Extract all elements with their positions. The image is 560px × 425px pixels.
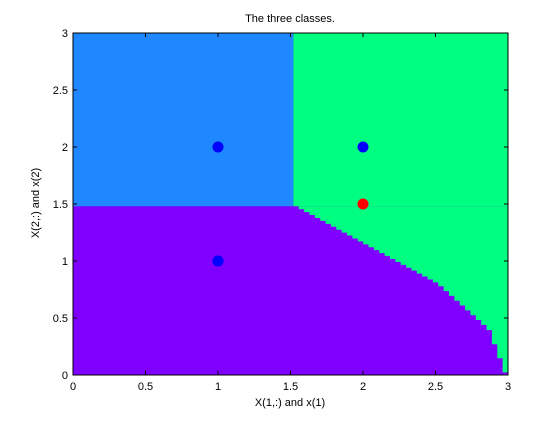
x-tick-label: 1.5	[283, 381, 298, 393]
y-axis-label: X(2,:) and x(2)	[30, 168, 42, 238]
chart-title: The three classes.	[245, 13, 335, 25]
data-point-1-0	[357, 198, 369, 210]
y-tick-label: 0	[62, 370, 68, 382]
plot-area	[72, 32, 509, 376]
y-tick-label: 2.5	[53, 85, 68, 97]
x-tick-label: 3	[505, 381, 511, 393]
x-tick-label: 2.5	[428, 381, 443, 393]
region-upper-right	[293, 33, 508, 207]
x-tick-label: 0.5	[138, 381, 153, 393]
data-point-0-2	[212, 255, 224, 267]
data-points	[212, 141, 369, 267]
x-tick-label: 2	[360, 381, 366, 393]
x-axis-label: X(1,:) and x(1)	[255, 397, 325, 409]
tick-labels: 0 0.5 1 1.5 2 2.5 3 0 0.5 1 1.5 2 2.5 3	[53, 28, 511, 393]
y-tick-label: 1	[62, 256, 68, 268]
y-tick-label: 1.5	[53, 199, 68, 211]
y-tick-label: 0.5	[53, 313, 68, 325]
x-tick-label: 1	[215, 381, 221, 393]
data-point-0-0	[212, 141, 224, 153]
region-upper-left	[73, 33, 294, 207]
data-point-0-1	[357, 141, 369, 153]
y-tick-label: 3	[62, 28, 68, 40]
x-tick-label: 0	[70, 381, 76, 393]
region-lower-right	[293, 206, 508, 373]
y-tick-label: 2	[62, 142, 68, 154]
